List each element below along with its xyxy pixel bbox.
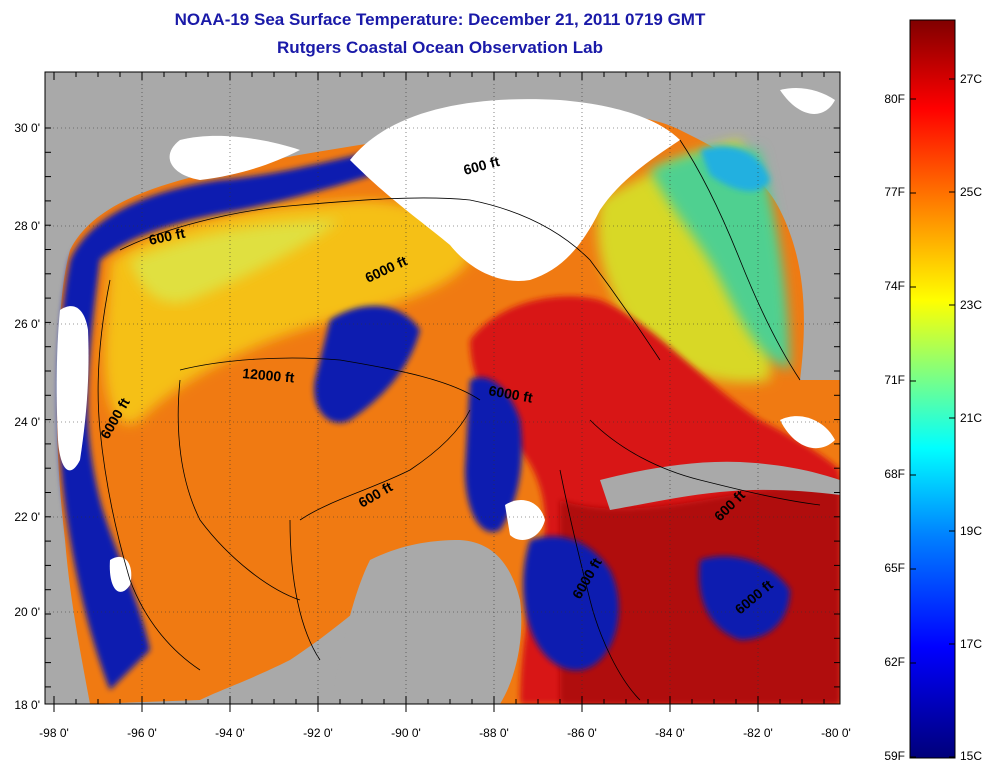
contour-label: 12000 ft <box>242 365 296 386</box>
bathymetry-contours <box>97 139 821 701</box>
longitude-axis: -98 0' -96 0' -94 0' -92 0' -90 0' -88 0… <box>39 726 851 740</box>
lon-label: -90 0' <box>391 726 421 740</box>
colorbar-c-label: 21C <box>960 411 982 425</box>
colorbar-f-label: 71F <box>884 373 905 387</box>
contour-label: 600 ft <box>147 225 186 248</box>
colorbar-ticks <box>910 78 955 758</box>
lon-label: -98 0' <box>39 726 69 740</box>
colorbar-c-label: 15C <box>960 749 982 763</box>
colorbar-c-label: 19C <box>960 524 982 538</box>
colorbar-c-label: 25C <box>960 185 982 199</box>
lon-label: -88 0' <box>479 726 509 740</box>
colorbar-c-label: 23C <box>960 298 982 312</box>
cuba-land <box>600 461 840 510</box>
colorbar-f-label: 65F <box>884 561 905 575</box>
lon-label: -80 0' <box>821 726 851 740</box>
map-canvas: 600 ft 6000 ft 600 ft 12000 ft 6000 ft 6… <box>45 72 840 704</box>
lat-label: 22 0' <box>14 510 40 524</box>
map-subtitle: Rutgers Coastal Ocean Observation Lab <box>277 38 603 57</box>
axis-ticks <box>45 72 840 712</box>
caribbean-warm <box>560 480 840 704</box>
colorbar-f-label: 62F <box>884 655 905 669</box>
lon-label: -96 0' <box>127 726 157 740</box>
colorbar-f-label: 68F <box>884 467 905 481</box>
map-frame <box>44 71 841 705</box>
lat-label: 28 0' <box>14 219 40 233</box>
caribbean-cold <box>699 556 790 640</box>
graticule <box>45 72 840 704</box>
coastal-cool <box>700 146 770 192</box>
colorbar: 80F 77F 74F 71F 68F 65F 62F 59F 27C 25C … <box>884 19 982 763</box>
lat-label: 18 0' <box>14 698 40 712</box>
lat-label: 26 0' <box>14 317 40 331</box>
lon-label: -84 0' <box>655 726 685 740</box>
map-title: NOAA-19 Sea Surface Temperature: Decembe… <box>174 10 706 29</box>
yucatan-land <box>330 540 522 704</box>
west-florida-shelf-cool <box>650 148 790 370</box>
cloud-cover <box>56 88 835 592</box>
mid-temp-region <box>130 220 340 303</box>
florida-land <box>780 72 840 330</box>
colorbar-f-label: 77F <box>884 185 905 199</box>
lon-label: -92 0' <box>303 726 333 740</box>
lat-label: 20 0' <box>14 605 40 619</box>
lon-label: -94 0' <box>215 726 245 740</box>
latitude-axis: 30 0' 28 0' 26 0' 24 0' 22 0' 20 0' 18 0… <box>14 121 40 712</box>
lat-label: 24 0' <box>14 415 40 429</box>
lon-label: -86 0' <box>567 726 597 740</box>
colorbar-f-label: 80F <box>884 92 905 106</box>
lon-label: -82 0' <box>743 726 773 740</box>
colorbar-f-label: 59F <box>884 749 905 763</box>
contour-label: 6000 ft <box>487 382 534 406</box>
colorbar-c-label: 17C <box>960 637 982 651</box>
yucatan-cold <box>523 536 619 671</box>
colorbar-gradient <box>909 19 956 759</box>
colorbar-f-label: 74F <box>884 279 905 293</box>
colorbar-c-label: 27C <box>960 72 982 86</box>
lat-label: 30 0' <box>14 121 40 135</box>
cold-patch <box>465 377 522 532</box>
